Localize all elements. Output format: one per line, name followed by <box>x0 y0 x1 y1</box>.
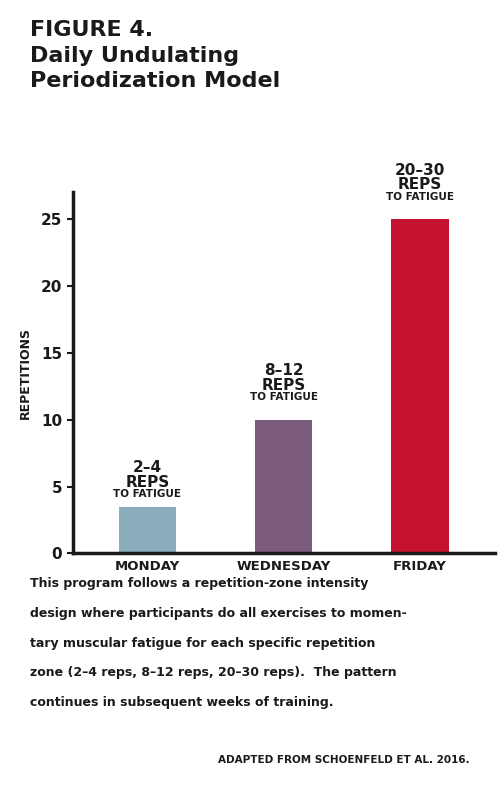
Text: design where participants do all exercises to momen-: design where participants do all exercis… <box>30 607 407 620</box>
Text: zone (2–4 reps, 8–12 reps, 20–30 reps).  The pattern: zone (2–4 reps, 8–12 reps, 20–30 reps). … <box>30 666 397 680</box>
Text: TO FATIGUE: TO FATIGUE <box>250 392 318 402</box>
Text: 8–12: 8–12 <box>264 363 304 378</box>
Y-axis label: REPETITIONS: REPETITIONS <box>20 327 32 419</box>
Text: continues in subsequent weeks of training.: continues in subsequent weeks of trainin… <box>30 696 334 710</box>
Bar <box>392 219 448 553</box>
Text: This program follows a repetition-zone intensity: This program follows a repetition-zone i… <box>30 577 368 590</box>
Text: ADAPTED FROM SCHOENFELD ET AL. 2016.: ADAPTED FROM SCHOENFELD ET AL. 2016. <box>218 755 470 765</box>
Text: Periodization Model: Periodization Model <box>30 71 280 91</box>
Text: REPS: REPS <box>262 378 306 393</box>
Text: REPS: REPS <box>126 475 170 490</box>
Text: TO FATIGUE: TO FATIGUE <box>386 192 454 202</box>
Text: 2–4: 2–4 <box>133 460 162 475</box>
Text: 20–30: 20–30 <box>395 162 445 177</box>
Text: TO FATIGUE: TO FATIGUE <box>114 489 182 499</box>
Bar <box>119 506 176 553</box>
Bar <box>255 420 312 553</box>
Text: Daily Undulating: Daily Undulating <box>30 46 239 65</box>
Text: REPS: REPS <box>398 177 442 192</box>
Text: tary muscular fatigue for each specific repetition: tary muscular fatigue for each specific … <box>30 637 376 650</box>
Text: FIGURE 4.: FIGURE 4. <box>30 20 153 39</box>
